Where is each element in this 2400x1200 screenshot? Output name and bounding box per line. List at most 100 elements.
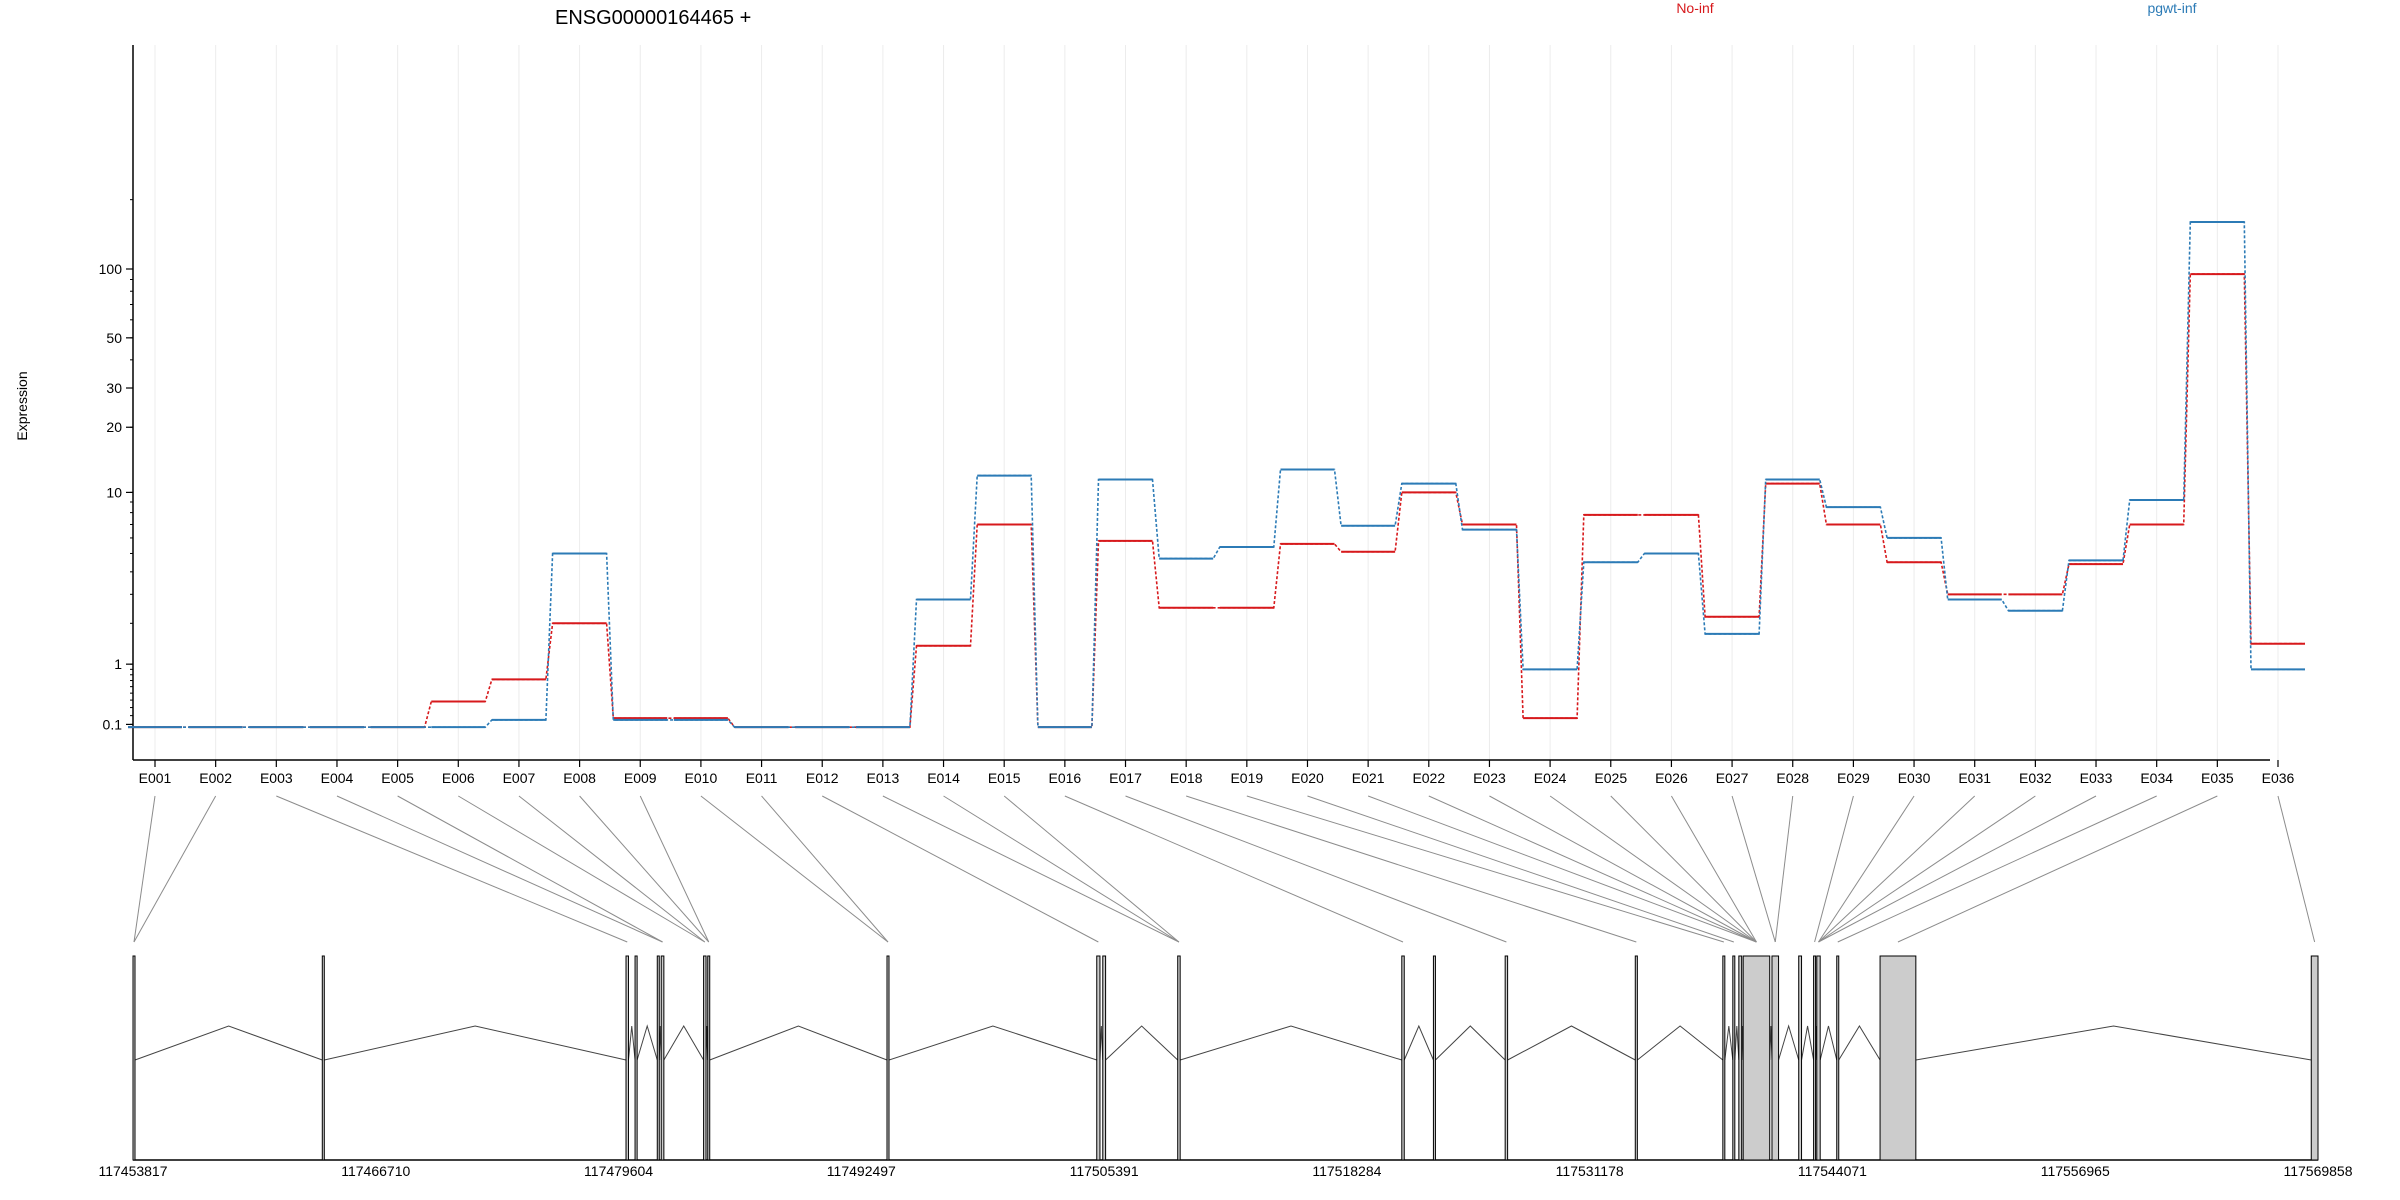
coordinate-label-3: 117492497: [827, 1163, 896, 1179]
connector-e011: [761, 795, 889, 943]
intron-4: [636, 1024, 658, 1061]
intron-17: [1724, 1025, 1734, 1061]
x-tick-label-e005: E005: [381, 770, 414, 786]
intron-9: [888, 1025, 1097, 1061]
x-tick-label-e030: E030: [1898, 770, 1931, 786]
intron-15: [1507, 1025, 1636, 1061]
connector-e028: [1774, 795, 1794, 943]
intron-1: [134, 1025, 323, 1061]
intron-11: [1105, 1025, 1179, 1061]
connector-e029: [1814, 795, 1854, 943]
series-pgwt-inf: [128, 221, 2305, 729]
exon-box-12: [1177, 955, 1181, 1161]
intron-14: [1435, 1025, 1506, 1061]
y-tick-label-0: 0.1: [103, 716, 123, 732]
connector-e027: [1731, 795, 1776, 943]
exon-box-11: [1102, 955, 1107, 1161]
connector-e020: [1307, 795, 1734, 943]
coordinate-label-8: 117556965: [2041, 1163, 2110, 1179]
series-lines: [128, 221, 2305, 729]
x-tick-label-e008: E008: [563, 770, 596, 786]
series-line-pgwt-inf: [128, 221, 2305, 728]
connector-e033: [1818, 795, 2097, 943]
connector-e016: [1064, 795, 1404, 943]
connector-e003: [276, 795, 628, 943]
gene-model: 117453817 117466710 117479604 117492497 1175…: [98, 955, 2353, 1179]
connector-e005: [397, 795, 663, 943]
exon-box-5: [656, 955, 660, 1161]
y-axis-label: Expression: [14, 371, 30, 440]
exon-box-6: [660, 955, 665, 1161]
exon-box-18: [1732, 955, 1736, 1161]
connector-e022: [1428, 795, 1757, 943]
series-line-no-inf: [128, 273, 2305, 728]
intron-24: [1819, 1025, 1838, 1061]
exon-box-8: [707, 955, 711, 1161]
coordinate-label-5: 117518284: [1312, 1163, 1381, 1179]
x-tick-label-e036: E036: [2262, 770, 2295, 786]
y-tick-label-6: 100: [99, 261, 123, 277]
exon-box-4: [634, 955, 638, 1161]
coordinate-label-6: 117531178: [1556, 1163, 1624, 1179]
connector-e018: [1186, 795, 1637, 943]
x-tick-label-e012: E012: [806, 770, 839, 786]
y-tick-label-5: 50: [106, 330, 122, 346]
connector-e001: [133, 795, 156, 943]
connector-e019: [1246, 795, 1724, 943]
coordinate-label-4: 117505391: [1070, 1163, 1139, 1179]
connector-e014: [943, 795, 1180, 943]
intron-12: [1180, 1025, 1402, 1061]
x-tick-label-e024: E024: [1534, 770, 1567, 786]
connector-e030: [1818, 795, 1915, 943]
exon-box-20: [1742, 955, 1771, 1161]
y-tick-label-2: 10: [106, 484, 122, 500]
connector-e017: [1125, 795, 1507, 943]
x-tick-label-e010: E010: [685, 770, 718, 786]
intron-21: [1778, 1024, 1800, 1061]
connector-e007: [518, 795, 706, 943]
coordinate-label-9: 117569858: [2283, 1163, 2352, 1179]
exon-box-26: [1879, 955, 1917, 1161]
x-tick-label-e019: E019: [1230, 770, 1263, 786]
x-tick-label-e021: E021: [1352, 770, 1385, 786]
legend-no-inf: No-inf: [1676, 0, 1713, 16]
exon-box-25: [1836, 955, 1840, 1161]
x-tick-label-e025: E025: [1594, 770, 1627, 786]
y-tick-label-4: 30: [106, 380, 122, 396]
connector-e006: [458, 795, 706, 943]
connector-e036: [2277, 795, 2316, 943]
exon-box-19: [1738, 955, 1743, 1161]
connector-e023: [1489, 795, 1757, 943]
x-tick-label-e017: E017: [1109, 770, 1142, 786]
x-tick-label-e001: E001: [139, 770, 172, 786]
connector-e002: [133, 795, 217, 943]
exon-box-21: [1771, 955, 1780, 1161]
exon-box-27: [2310, 955, 2319, 1161]
x-tick-label-e023: E023: [1473, 770, 1506, 786]
connector-e010: [700, 795, 889, 943]
x-tick-label-e014: E014: [927, 770, 960, 786]
connector-e009: [639, 795, 710, 943]
x-tick-label-e028: E028: [1776, 770, 1809, 786]
exon-box-22: [1798, 955, 1803, 1161]
y-tick-label-1: 1: [114, 656, 122, 672]
connector-e035: [1897, 795, 2218, 943]
intron-18: [1734, 1025, 1740, 1061]
exon-box-15: [1504, 955, 1509, 1161]
connector-e012: [821, 795, 1099, 943]
coordinate-label-0: 117453817: [98, 1163, 167, 1179]
intron-16: [1637, 1025, 1724, 1061]
x-tick-label-e018: E018: [1170, 770, 1203, 786]
gridlines: [154, 45, 2279, 760]
x-tick-label-e035: E035: [2201, 770, 2234, 786]
exon-box-24: [1816, 955, 1821, 1161]
x-tick-label-e032: E032: [2019, 770, 2052, 786]
exon-connectors: [133, 795, 2316, 943]
coordinate-label-2: 117479604: [584, 1163, 653, 1179]
connector-e026: [1670, 795, 1757, 943]
exon-box-3: [625, 955, 629, 1161]
connector-e031: [1818, 795, 1976, 943]
intron-2: [324, 1025, 627, 1061]
x-tick-label-e026: E026: [1655, 770, 1688, 786]
